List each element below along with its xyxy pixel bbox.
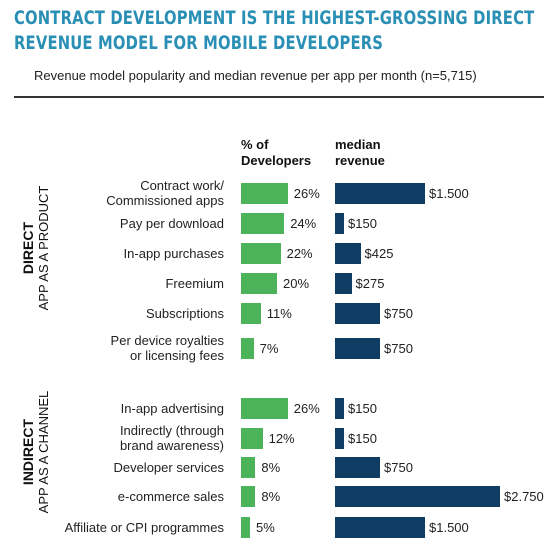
pct-value-label: 20% [283, 275, 310, 291]
revenue-value-label: $150 [348, 400, 377, 416]
pct-value-label: 8% [261, 488, 281, 504]
revenue-bar [335, 485, 500, 507]
pct-value-label: 26% [293, 400, 320, 416]
category-label: Pay per download [119, 215, 224, 231]
title-divider [14, 96, 544, 98]
revenue-value-label: $750 [384, 459, 413, 475]
category-label: Freemium [165, 275, 224, 291]
pct-value-label: 7% [259, 340, 279, 356]
revenue-bar [335, 242, 361, 264]
category-label: Affiliate or CPI programmes [64, 519, 224, 535]
chart-title: CONTRACT DEVELOPMENT IS THE HIGHEST-GROS… [14, 6, 550, 56]
revenue-bar [335, 337, 380, 359]
revenue-bar [335, 427, 344, 449]
revenue-column-header: median revenue [335, 137, 385, 168]
pct-value-label: 22% [286, 245, 313, 261]
pct-bar [241, 427, 263, 449]
pct-bar [241, 516, 250, 538]
revenue-value-label: $275 [355, 275, 385, 291]
pct-value-label: 8% [261, 459, 281, 475]
revenue-bar [335, 272, 352, 294]
pct-bar [241, 485, 256, 507]
group-label-indirect: INDIRECT APP AS A CHANNEL [20, 352, 52, 552]
revenue-bar [335, 397, 344, 419]
revenue-value-label: $2.750 [504, 488, 544, 504]
revenue-value-label: $150 [348, 430, 377, 446]
pct-bar [241, 272, 277, 294]
revenue-value-label: $425 [364, 245, 394, 261]
pct-bar [241, 242, 281, 264]
pct-value-label: 5% [256, 519, 275, 535]
revenue-bar [335, 302, 380, 324]
revenue-bar [335, 456, 380, 478]
pct-column-header: % of Developers [241, 137, 312, 168]
category-label: e-commerce sales [117, 488, 224, 504]
pct-bar [241, 456, 256, 478]
category-label: In-app advertising [120, 400, 224, 416]
category-label: Subscriptions [145, 305, 224, 321]
chart-title-line1: CONTRACT DEVELOPMENT IS THE HIGHEST-GROS… [14, 8, 535, 29]
chart-subtitle: Revenue model popularity and median reve… [34, 68, 477, 83]
pct-bar [241, 302, 261, 324]
revenue-value-label: $1.500 [429, 519, 469, 535]
category-label: In-app purchases [123, 245, 224, 261]
group-label-direct: DIRECT APP AS A PRODUCT [20, 148, 52, 348]
revenue-value-label: $750 [384, 340, 413, 356]
group-label-sub: APP AS A PRODUCT [36, 185, 51, 311]
group-label-main: INDIRECT [20, 418, 36, 486]
group-label-main: DIRECT [20, 221, 36, 275]
chart-title-line2: REVENUE MODEL FOR MOBILE DEVELOPERS [14, 33, 384, 54]
category-label: Per device royalties or licensing fees [110, 333, 224, 363]
pct-bar [241, 337, 254, 359]
pct-value-label: 12% [268, 430, 295, 446]
revenue-bar [335, 182, 425, 204]
revenue-value-label: $750 [384, 305, 413, 321]
revenue-value-label: $150 [348, 215, 377, 231]
pct-bar [241, 397, 288, 419]
revenue-value-label: $1.500 [429, 185, 469, 201]
pct-bar [241, 182, 288, 204]
category-label: Developer services [113, 459, 224, 475]
category-label: Contract work/Commissioned apps [106, 178, 224, 208]
revenue-bar [335, 212, 344, 234]
pct-value-label: 11% [266, 305, 292, 321]
category-label: Indirectly (through brand awareness) [119, 423, 224, 453]
pct-bar [241, 212, 285, 234]
pct-value-label: 24% [290, 215, 317, 231]
revenue-bar [335, 516, 425, 538]
pct-value-label: 26% [293, 185, 320, 201]
group-label-sub: APP AS A CHANNEL [36, 390, 51, 514]
